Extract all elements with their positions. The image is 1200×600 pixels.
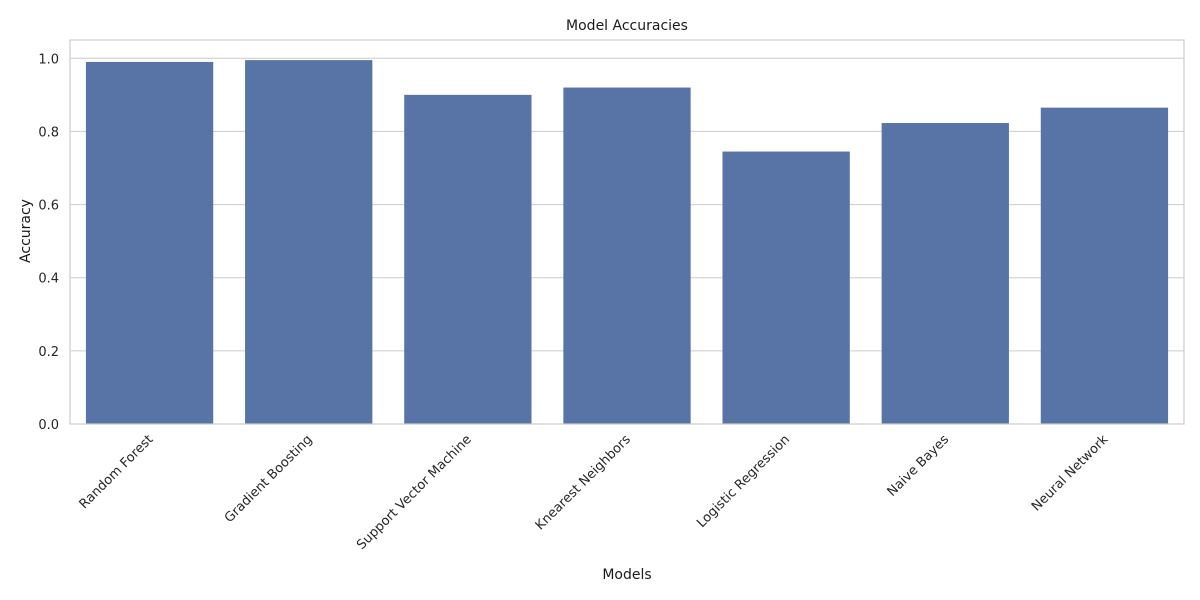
x-tick-label: Gradient Boosting	[222, 432, 316, 526]
y-tick-label: 0.8	[38, 125, 59, 140]
chart-title: Model Accuracies	[566, 18, 688, 34]
bar-layer	[85, 60, 1169, 425]
y-tick-label: 1.0	[38, 52, 59, 67]
y-tick-labels: 0.0 0.2 0.4 0.6 0.8 1.0	[38, 52, 59, 433]
x-axis-label: Models	[602, 567, 651, 583]
y-tick-label: 0.4	[38, 272, 59, 287]
bar-logistic-regression	[722, 151, 850, 425]
x-tick-label: Knearest Neighbors	[533, 432, 634, 533]
x-tick-label: Naive Bayes	[885, 432, 953, 500]
x-tick-label: Neural Network	[1029, 432, 1112, 515]
bar-random-forest	[85, 61, 214, 424]
bar-naive-bayes	[881, 123, 1009, 424]
bar-gradient-boosting	[245, 60, 373, 424]
bar-knearest-neighbors	[563, 87, 691, 425]
y-tick-label: 0.6	[38, 199, 59, 214]
x-tick-labels: Random Forest Gradient Boosting Support Ve…	[77, 432, 1112, 553]
bar-neural-network	[1040, 107, 1169, 425]
plot-frame	[69, 39, 1185, 425]
bar-support-vector-machine	[404, 94, 532, 424]
x-tick-label: Random Forest	[77, 432, 157, 512]
x-tick-label: Support Vector Machine	[354, 432, 475, 553]
y-tick-label: 0.0	[38, 418, 59, 433]
x-tick-label: Logistic Regression	[694, 432, 793, 531]
y-axis-label: Accuracy	[18, 199, 34, 263]
y-tick-label: 0.2	[38, 345, 59, 360]
